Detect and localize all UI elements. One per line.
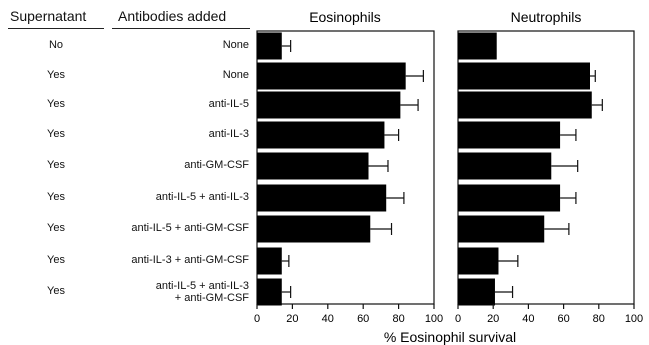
supernatant-header: Supernatant (10, 8, 87, 24)
antibodies-header-rule (112, 28, 250, 29)
supernatant-value: Yes (47, 222, 65, 234)
x-tick-label: 40 (522, 313, 534, 325)
antibodies-value: anti-IL-5 (209, 98, 249, 110)
supernatant-value: Yes (47, 285, 65, 297)
antibodies-value: anti-IL-3 (209, 128, 249, 140)
data-bar (458, 91, 592, 119)
data-bar (458, 32, 497, 60)
data-bar (257, 62, 406, 90)
antibodies-value: anti-GM-CSF (184, 159, 249, 171)
antibodies-line: anti-IL-5 + anti-IL-3 (155, 280, 249, 292)
antibodies-value: anti-IL-3 + anti-GM-CSF (131, 254, 249, 266)
data-bar (458, 152, 552, 180)
data-bar (257, 32, 282, 60)
data-bar (257, 121, 385, 149)
x-tick-label: 100 (625, 313, 643, 325)
data-bar (458, 62, 590, 90)
x-tick-label: 60 (357, 313, 369, 325)
x-tick-label: 0 (254, 313, 260, 325)
antibodies-line: None (222, 39, 249, 51)
data-bar (257, 91, 401, 119)
supernatant-value: Yes (47, 98, 65, 110)
antibodies-line: anti-IL-3 + anti-GM-CSF (131, 254, 249, 266)
supernatant-header-rule (8, 28, 104, 29)
data-bar (458, 215, 545, 243)
data-bar (257, 215, 371, 243)
data-bar (257, 184, 387, 212)
x-tick-label: 20 (487, 313, 499, 325)
x-tick-label: 40 (322, 313, 334, 325)
antibodies-line: + anti-GM-CSF (174, 292, 249, 304)
data-bar (257, 247, 282, 275)
panel-title: Eosinophils (309, 9, 381, 25)
data-bar (257, 152, 369, 180)
antibodies-line: anti-IL-5 (208, 98, 249, 110)
antibodies-value: anti-IL-5 + anti-IL-3 + anti-GM-CSF (156, 280, 249, 304)
antibodies-value: anti-IL-5 + anti-IL-3 (156, 191, 249, 203)
antibodies-line: anti-IL-5 + anti-IL-3 (155, 191, 249, 203)
antibodies-line: anti-IL-3 (208, 128, 249, 140)
x-tick-label: 0 (455, 313, 461, 325)
supernatant-value: Yes (47, 69, 65, 81)
antibodies-value: None (223, 39, 249, 51)
x-tick-label: 80 (392, 313, 404, 325)
supernatant-value: No (48, 39, 64, 51)
panel-title: Neutrophils (511, 9, 582, 25)
data-bar (458, 121, 561, 149)
antibodies-value: None (223, 69, 249, 81)
antibodies-header: Antibodies added (118, 8, 227, 24)
supernatant-value: Yes (47, 254, 65, 266)
supernatant-value: Yes (47, 159, 65, 171)
antibodies-line: anti-GM-CSF (184, 159, 249, 171)
antibodies-line: anti-IL-5 + anti-GM-CSF (131, 222, 249, 234)
data-bar (458, 247, 499, 275)
x-tick-label: 80 (593, 313, 605, 325)
antibodies-line: None (222, 69, 249, 81)
x-axis-label: % Eosinophil survival (384, 329, 516, 345)
data-bar (257, 278, 282, 306)
data-bar (458, 278, 495, 306)
data-bar (458, 184, 561, 212)
supernatant-value: Yes (47, 128, 65, 140)
x-tick-label: 100 (425, 313, 443, 325)
x-tick-label: 60 (557, 313, 569, 325)
x-tick-label: 20 (286, 313, 298, 325)
supernatant-value: Yes (47, 191, 65, 203)
antibodies-value: anti-IL-5 + anti-GM-CSF (131, 222, 249, 234)
